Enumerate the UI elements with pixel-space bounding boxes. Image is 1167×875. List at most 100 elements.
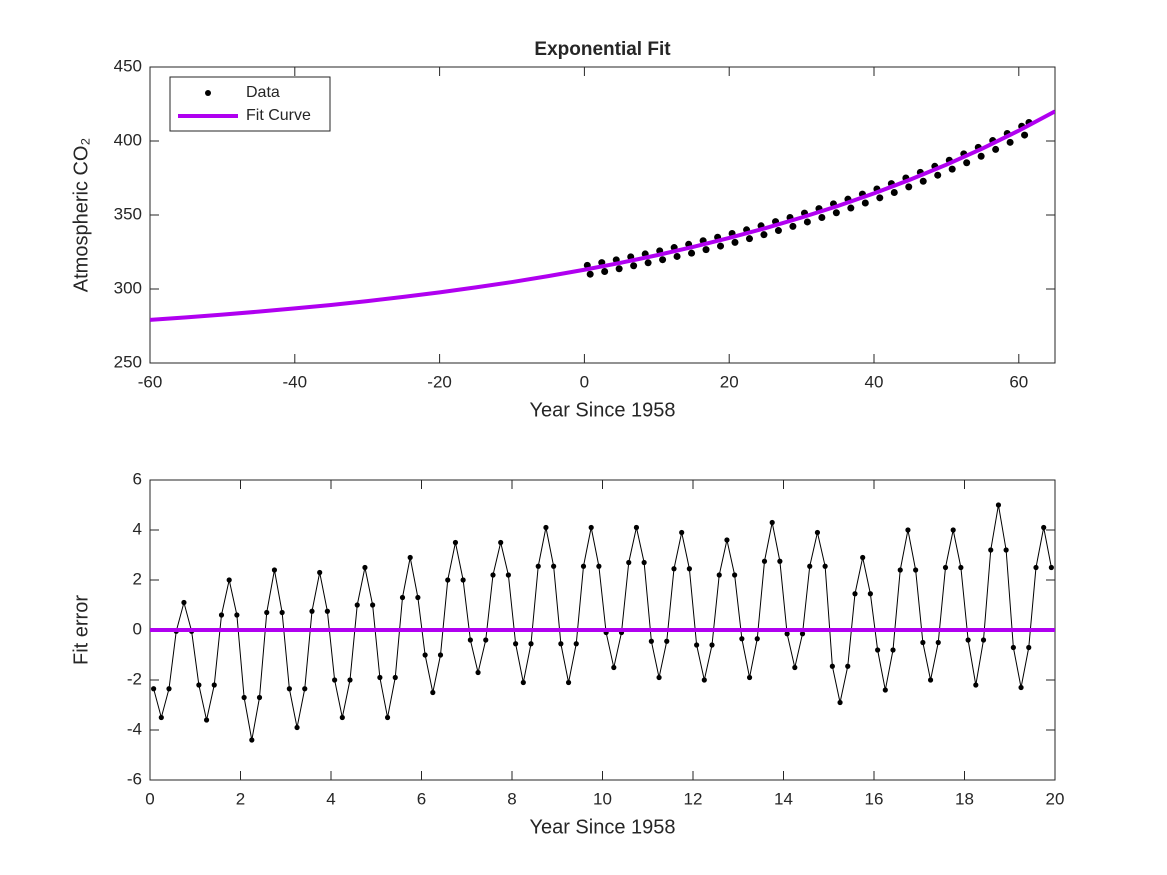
data-point <box>905 527 911 533</box>
data-point <box>702 246 710 254</box>
x-tick-label: 16 <box>865 789 884 808</box>
y-axis-label: Atmospheric CO₂ <box>70 138 92 292</box>
data-point <box>203 717 210 723</box>
data-point <box>226 577 232 583</box>
data-point <box>294 724 300 731</box>
data-point <box>671 566 677 572</box>
legend-swatch <box>205 90 211 96</box>
x-tick-label: 20 <box>1046 789 1065 808</box>
axes-frame <box>149 66 1056 364</box>
data-point <box>392 674 398 681</box>
legend-label: Data <box>246 84 280 101</box>
data-point <box>256 694 263 701</box>
data-point <box>774 227 782 235</box>
data-point <box>1048 564 1054 571</box>
data-point <box>498 539 504 546</box>
data-point <box>1018 684 1024 691</box>
data-point <box>324 608 330 614</box>
x-tick-label: 10 <box>593 789 612 808</box>
data-point <box>934 171 942 179</box>
data-point <box>196 682 202 688</box>
data-point <box>249 737 255 743</box>
y-tick-label: 2 <box>133 569 142 588</box>
data-point <box>1021 131 1029 139</box>
data-point <box>309 608 315 614</box>
data-point <box>279 609 285 616</box>
y-tick-label: 0 <box>133 619 142 638</box>
data-point <box>818 214 826 222</box>
data-point <box>724 537 730 543</box>
data-point <box>913 567 919 573</box>
data-point <box>905 183 913 191</box>
data-point <box>673 252 681 260</box>
data-point <box>445 577 451 583</box>
data-point <box>611 664 617 671</box>
data-point <box>633 524 640 531</box>
data-point <box>837 699 843 706</box>
y-tick-label: 300 <box>114 278 142 297</box>
data-point <box>861 199 869 207</box>
data-point <box>505 572 511 578</box>
data-point <box>807 563 813 569</box>
x-tick-label: -40 <box>283 372 308 391</box>
x-tick-label: 6 <box>417 789 426 808</box>
data-point <box>1006 138 1014 146</box>
data-point <box>151 686 157 692</box>
data-point <box>876 194 884 202</box>
data-point <box>761 558 768 564</box>
y-tick-label: 250 <box>114 352 142 371</box>
data-point <box>919 177 927 185</box>
data-point <box>1003 547 1009 553</box>
x-tick-label: 0 <box>145 789 154 808</box>
data-point <box>814 529 821 536</box>
data-point <box>626 559 632 566</box>
data-point <box>890 189 898 197</box>
data-point <box>565 679 572 686</box>
data-point <box>630 262 638 270</box>
data-point <box>460 577 466 583</box>
x-tick-label: 20 <box>720 372 739 391</box>
data-point <box>422 652 428 658</box>
data-point <box>437 652 444 658</box>
data-point <box>789 222 797 230</box>
data-point <box>483 637 489 643</box>
y-tick-label: -2 <box>127 669 142 688</box>
data-point <box>332 677 338 683</box>
chart-title: Exponential Fit <box>534 39 671 60</box>
data-point <box>644 259 652 267</box>
data-point <box>709 642 715 648</box>
x-tick-label: 40 <box>865 372 884 391</box>
data-point <box>339 714 345 721</box>
data-point <box>799 631 806 637</box>
data-point <box>317 569 323 576</box>
data-point <box>731 238 739 246</box>
data-point <box>845 663 851 669</box>
data-point <box>218 612 225 618</box>
data-point <box>686 566 692 572</box>
data-point <box>475 669 481 676</box>
data-point <box>181 599 187 606</box>
data-point <box>890 647 896 653</box>
data-point <box>760 231 768 239</box>
data-point <box>847 204 855 212</box>
y-tick-label: -6 <box>127 769 142 788</box>
data-point <box>829 663 835 669</box>
series-line <box>153 504 1052 741</box>
data-point <box>354 602 360 608</box>
data-point <box>920 639 926 646</box>
series-line <box>150 109 1055 322</box>
data-point <box>973 682 979 688</box>
x-tick-label: 60 <box>1009 372 1028 391</box>
data-point <box>407 554 413 561</box>
x-axis-label: Year Since 1958 <box>529 399 675 421</box>
data-point <box>746 674 753 681</box>
x-tick-label: 2 <box>236 789 245 808</box>
data-point <box>271 567 278 573</box>
data-point <box>965 637 971 643</box>
data-point <box>717 242 725 250</box>
data-point <box>745 235 753 243</box>
data-point <box>166 686 172 692</box>
data-point <box>882 687 888 693</box>
